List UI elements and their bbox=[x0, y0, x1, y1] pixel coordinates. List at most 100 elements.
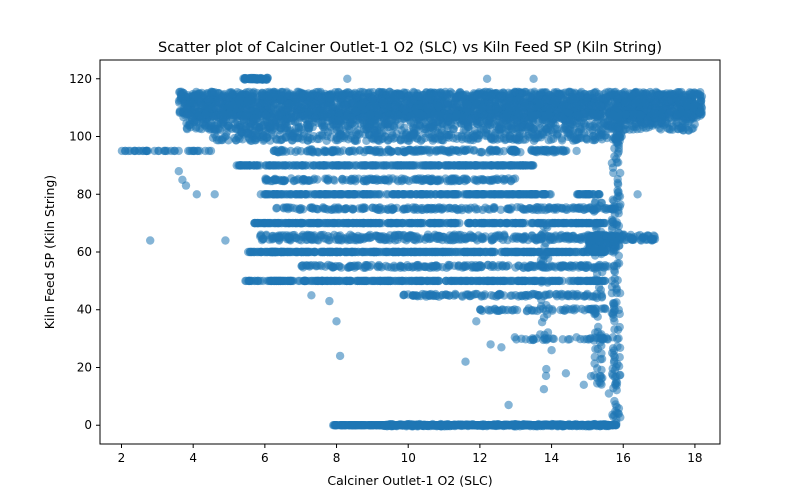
data-point bbox=[461, 190, 470, 199]
data-point bbox=[252, 133, 261, 143]
data-point bbox=[305, 133, 314, 143]
data-point bbox=[417, 190, 427, 199]
data-point bbox=[541, 95, 551, 104]
data-point bbox=[250, 161, 259, 170]
data-point bbox=[511, 135, 521, 144]
data-point bbox=[395, 161, 404, 170]
data-point bbox=[218, 115, 228, 125]
data-point bbox=[451, 190, 460, 199]
data-point bbox=[469, 146, 478, 155]
data-point bbox=[577, 133, 586, 143]
data-point bbox=[304, 176, 313, 185]
data-point bbox=[366, 110, 375, 119]
data-point bbox=[170, 146, 179, 156]
data-point bbox=[621, 98, 630, 107]
data-point bbox=[587, 101, 596, 110]
data-point bbox=[206, 146, 216, 156]
data-point bbox=[486, 190, 495, 199]
data-point bbox=[452, 92, 461, 101]
data-point bbox=[492, 145, 501, 155]
data-point bbox=[334, 161, 344, 170]
data-point bbox=[240, 117, 249, 126]
data-point bbox=[426, 161, 435, 170]
data-point bbox=[254, 99, 263, 108]
data-point bbox=[435, 130, 445, 139]
data-point bbox=[220, 89, 229, 99]
data-point bbox=[515, 190, 524, 199]
data-point bbox=[288, 136, 297, 145]
data-point bbox=[574, 111, 583, 121]
data-point bbox=[320, 147, 329, 156]
data-point bbox=[506, 161, 515, 170]
data-point bbox=[260, 117, 269, 127]
data-point bbox=[335, 147, 345, 156]
data-point bbox=[365, 119, 374, 128]
data-point bbox=[373, 136, 382, 145]
data-point bbox=[231, 119, 240, 128]
data-point bbox=[532, 130, 541, 139]
data-point bbox=[333, 136, 342, 145]
data-point bbox=[593, 92, 602, 101]
data-point bbox=[683, 109, 692, 118]
data-point bbox=[399, 114, 408, 124]
data-point bbox=[409, 96, 418, 105]
data-point bbox=[414, 174, 423, 183]
data-point bbox=[372, 128, 381, 138]
data-point bbox=[452, 110, 461, 119]
data-point bbox=[389, 134, 398, 143]
data-point bbox=[467, 114, 476, 123]
data-point bbox=[450, 161, 459, 170]
data-point bbox=[377, 161, 386, 170]
data-point bbox=[247, 73, 256, 83]
data-point bbox=[322, 131, 331, 141]
data-point bbox=[494, 94, 503, 104]
data-point bbox=[187, 146, 196, 156]
data-point bbox=[207, 87, 216, 97]
data-point bbox=[478, 161, 487, 170]
data-point bbox=[478, 176, 487, 185]
data-point bbox=[400, 135, 409, 144]
data-point bbox=[463, 100, 472, 109]
data-point bbox=[317, 94, 327, 103]
data-point bbox=[313, 175, 322, 184]
data-point bbox=[496, 161, 505, 170]
data-point bbox=[279, 176, 288, 186]
data-point bbox=[531, 190, 541, 199]
data-point bbox=[359, 190, 368, 199]
data-point bbox=[161, 146, 170, 156]
data-point bbox=[428, 174, 437, 183]
data-point bbox=[627, 116, 636, 125]
data-point bbox=[287, 190, 296, 199]
data-point bbox=[345, 147, 354, 156]
data-point bbox=[486, 87, 495, 97]
data-point bbox=[495, 130, 504, 139]
data-point bbox=[320, 190, 329, 199]
data-point bbox=[527, 161, 537, 170]
data-point bbox=[599, 118, 608, 128]
data-point bbox=[432, 88, 441, 98]
data-point bbox=[407, 190, 416, 199]
data-point bbox=[334, 116, 343, 125]
data-point bbox=[337, 190, 346, 199]
data-point bbox=[418, 90, 428, 100]
data-point bbox=[243, 129, 252, 138]
data-point bbox=[352, 92, 361, 102]
data-point bbox=[545, 120, 554, 129]
data-point bbox=[473, 119, 483, 129]
data-point bbox=[124, 146, 133, 156]
data-point bbox=[470, 161, 480, 170]
data-point bbox=[249, 114, 259, 123]
data-point bbox=[427, 190, 436, 199]
data-point bbox=[310, 190, 320, 199]
data-point bbox=[441, 174, 450, 183]
data-point bbox=[338, 90, 347, 100]
data-point bbox=[431, 147, 441, 156]
data-point bbox=[305, 147, 314, 156]
data-point bbox=[388, 190, 397, 199]
data-point bbox=[327, 147, 336, 157]
data-point bbox=[361, 175, 371, 185]
data-point bbox=[525, 92, 535, 102]
data-point bbox=[449, 134, 458, 143]
data-point bbox=[631, 88, 641, 98]
